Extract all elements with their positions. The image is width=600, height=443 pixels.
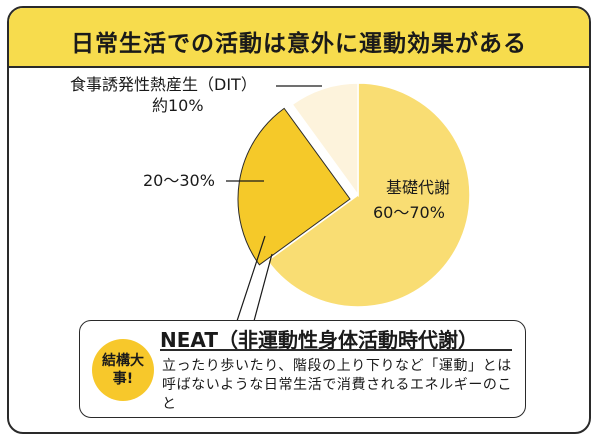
- pie-slice-basal: [266, 82, 471, 308]
- slice-label-basal: 基礎代謝: [386, 178, 451, 197]
- page-title: 日常生活での活動は意外に運動効果がある: [71, 31, 527, 57]
- neat-description: 立ったり歩いたり、階段の上り下りなど「運動」とは呼ばないような日常生活で消費され…: [162, 358, 513, 412]
- neat-title: NEAT（非運動性身体活動時代謝）: [160, 328, 478, 352]
- slice-value-basal: 60〜70%: [373, 203, 445, 222]
- pie-slice-dit: [291, 82, 359, 198]
- slice-label-dit: 食事誘発性熱産生（DIT）: [70, 75, 257, 94]
- important-badge: 結構大事!: [92, 339, 154, 401]
- slice-value-neat: 20〜30%: [143, 171, 215, 190]
- title-bar: 日常生活での活動は意外に運動効果がある: [9, 8, 589, 68]
- slice-value-dit: 約10%: [152, 96, 204, 115]
- neat-title-underline: [160, 349, 512, 351]
- badge-text: 結構大事!: [102, 353, 144, 387]
